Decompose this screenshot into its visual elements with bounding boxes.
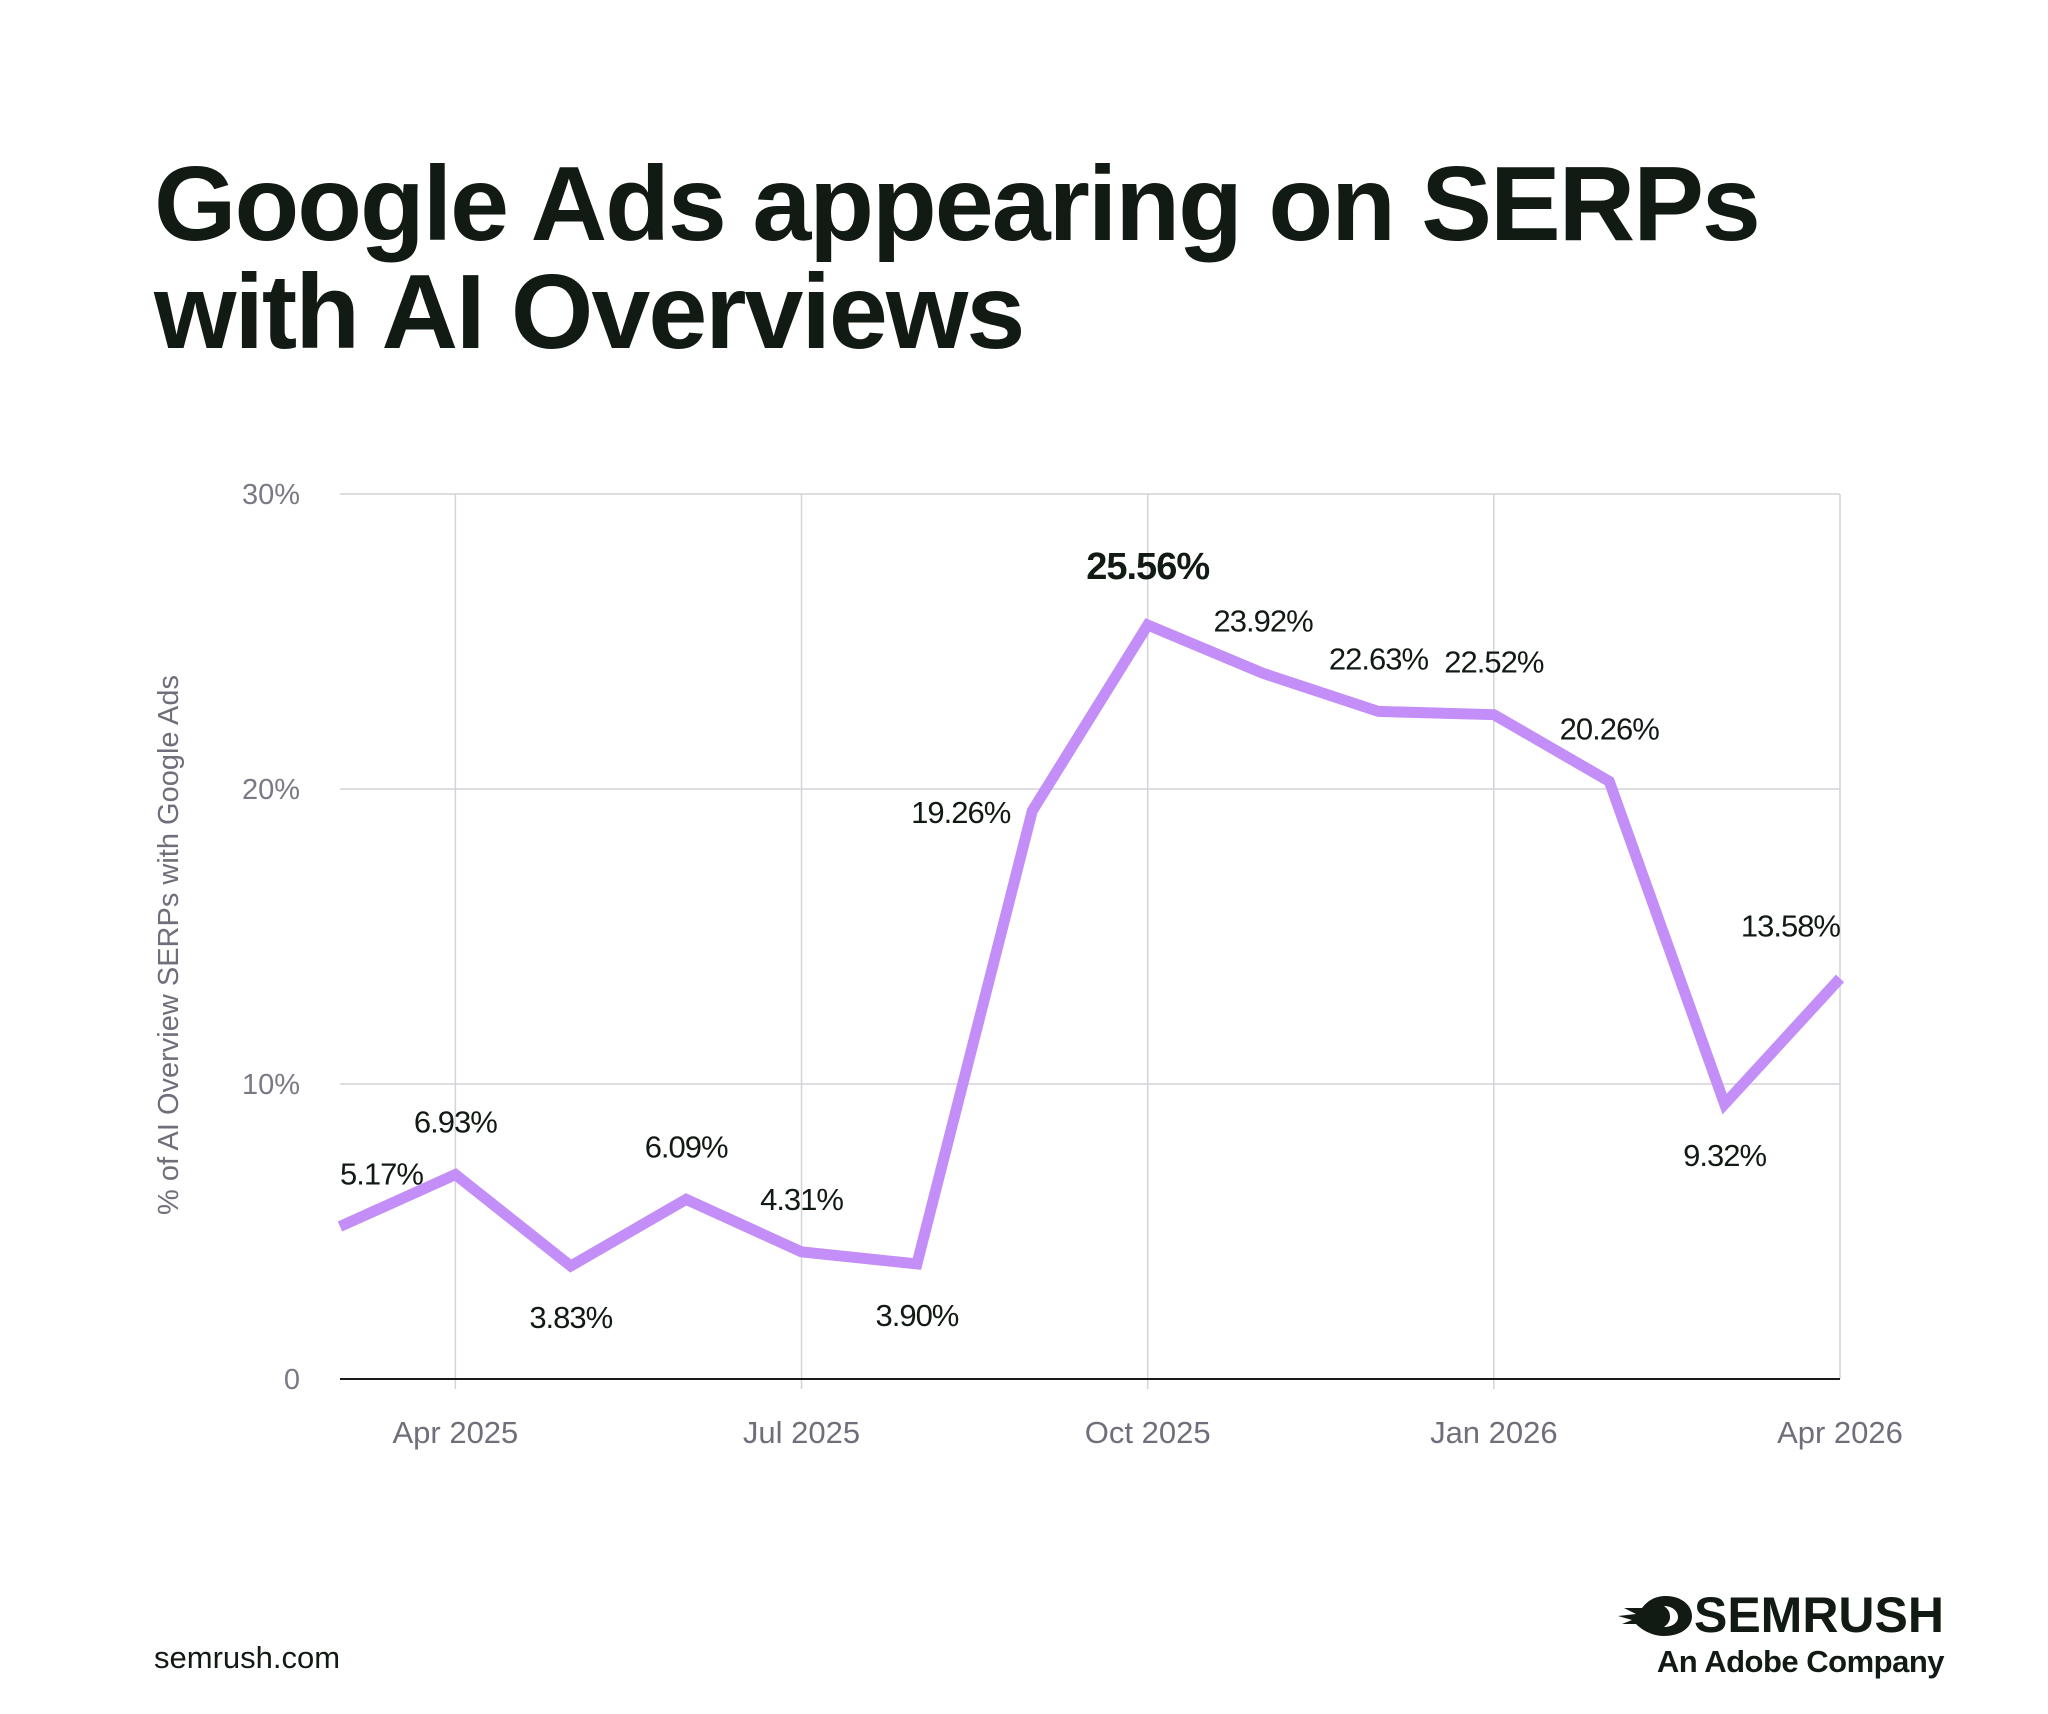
y-axis-label: % of AI Overview SERPs with Google Ads <box>153 675 185 1215</box>
data-label: 4.31% <box>760 1182 843 1217</box>
brand-logo: SEMRUSH An Adobe Company <box>1616 1587 1945 1680</box>
y-tick-label: 0 <box>284 1364 300 1396</box>
data-label: 20.26% <box>1560 711 1660 746</box>
y-tick-label: 20% <box>242 774 300 806</box>
data-label: 9.32% <box>1683 1138 1766 1173</box>
data-label: 6.93% <box>414 1105 497 1140</box>
data-label: 13.58% <box>1741 908 1841 943</box>
data-labels: 5.17% 6.93% 3.83% 6.09% 4.31% 3.90% 19.26% 25.5… <box>340 546 1841 1335</box>
data-label: 22.52% <box>1444 645 1544 680</box>
peak-data-label: 25.56% <box>1086 546 1209 588</box>
y-tick-label: 10% <box>242 1069 300 1101</box>
data-label: 6.09% <box>645 1129 728 1164</box>
series-polyline <box>337 618 1845 1273</box>
chart-title-line-2: with AI Overviews <box>154 253 1025 371</box>
semrush-fireball-icon <box>1617 1596 1692 1636</box>
x-tick-label: Jul 2025 <box>743 1415 860 1450</box>
x-tick-label: Oct 2025 <box>1085 1415 1211 1450</box>
axes: 0 10% 20% 30% Apr 2025 Jul 2025 Oct 2025 Jan 20… <box>242 479 1903 1450</box>
series-line <box>337 618 1845 1273</box>
data-label: 19.26% <box>911 795 1011 830</box>
y-tick-label: 30% <box>242 479 300 511</box>
chart-title: Google Ads appearing on SERPs with AI Ov… <box>154 150 1954 366</box>
x-tick-label: Apr 2026 <box>1777 1415 1903 1450</box>
footer-url[interactable]: semrush.com <box>154 1640 341 1675</box>
data-label: 22.63% <box>1329 641 1429 676</box>
data-label: 23.92% <box>1214 603 1314 638</box>
data-label: 3.90% <box>875 1298 958 1333</box>
brand-name: SEMRUSH <box>1693 1587 1944 1643</box>
gridlines <box>340 493 1841 1389</box>
chart-title-line-1: Google Ads appearing on SERPs <box>154 145 1761 263</box>
data-label: 3.83% <box>529 1300 612 1335</box>
x-tick-label: Apr 2025 <box>392 1415 518 1450</box>
x-tick-label: Jan 2026 <box>1430 1415 1558 1450</box>
data-label: 5.17% <box>340 1156 423 1191</box>
brand-tagline: An Adobe Company <box>1656 1644 1945 1679</box>
